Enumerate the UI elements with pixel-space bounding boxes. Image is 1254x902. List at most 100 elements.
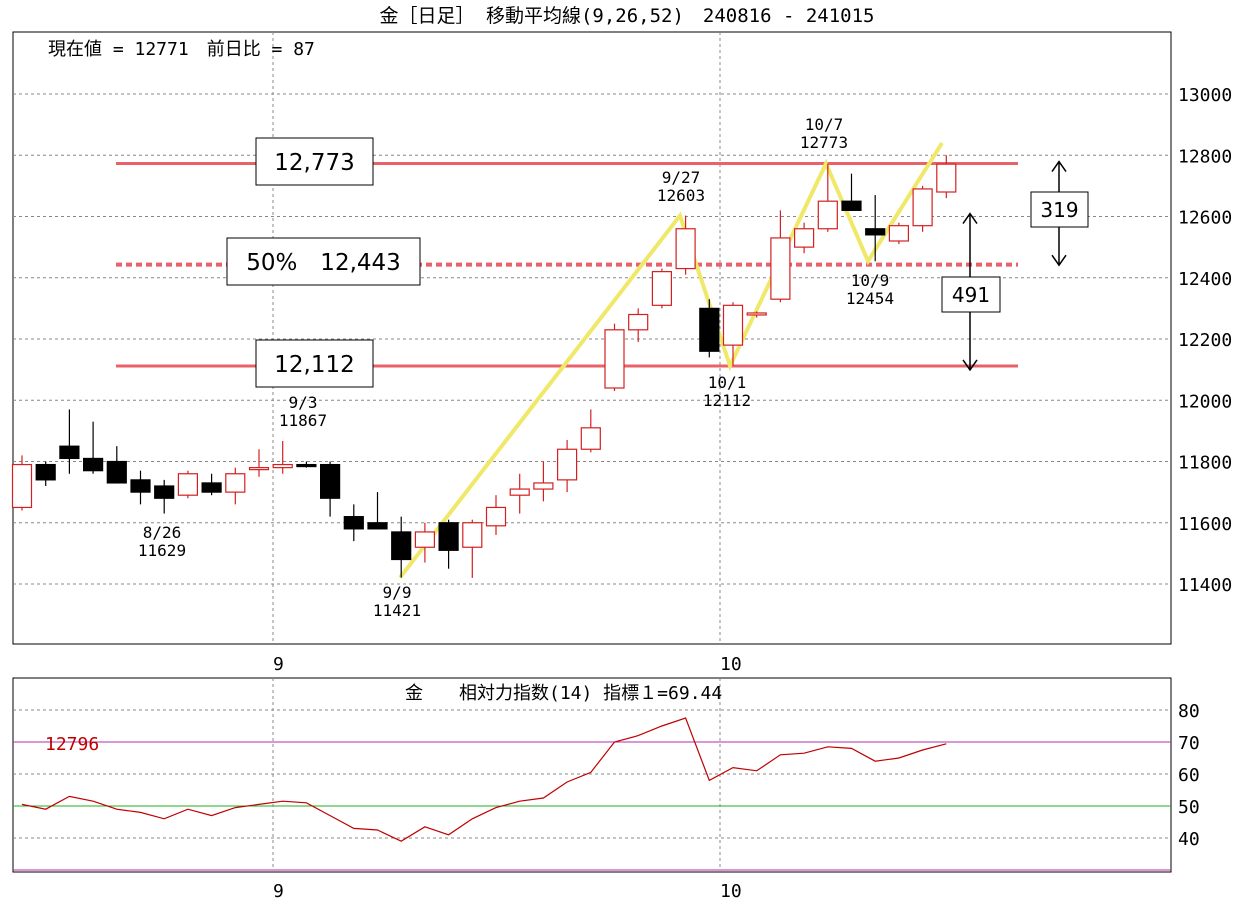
level-label: 50% 12,443	[246, 250, 401, 276]
chart-title: 金［日足］ 移動平均線(9,26,52) 240816 - 241015	[380, 5, 875, 27]
candle-body	[675, 228, 696, 270]
annotation-date: 8/26	[143, 523, 182, 542]
x-tick-label: 9	[273, 654, 284, 675]
annotation-value: 11867	[279, 411, 327, 430]
range-arrows: 319 491	[941, 160, 1089, 372]
candle-body	[130, 479, 151, 493]
annotation-date: 9/27	[662, 168, 701, 187]
price-tick-label: 11400	[1178, 575, 1232, 596]
candle-body	[82, 457, 104, 472]
level-label: 12,773	[274, 150, 354, 176]
price-tick-label: 12800	[1178, 146, 1232, 167]
rsi-grid: 40 50 60 70 80 9 10	[13, 678, 1200, 902]
annotation-value: 12112	[703, 391, 751, 410]
candle-body	[296, 463, 317, 468]
annotation-date: 10/9	[851, 271, 890, 290]
rsi-side-note: 12796	[45, 734, 99, 755]
level-label-box	[226, 237, 421, 286]
annotation-date: 9/9	[383, 583, 412, 602]
candle-body	[343, 516, 364, 530]
candle-body	[651, 271, 673, 306]
candle-body	[509, 488, 530, 496]
candle-body	[841, 200, 862, 211]
price-tick-label: 11600	[1178, 514, 1232, 535]
rsi-x-tick-label: 9	[273, 881, 284, 902]
candle-body	[201, 482, 222, 493]
candle-body	[11, 463, 33, 509]
annotation-value: 12454	[846, 289, 894, 308]
annotation-date: 10/1	[708, 373, 747, 392]
candle-body	[817, 200, 838, 230]
rsi-tick-label: 50	[1178, 797, 1200, 818]
candle-body	[248, 467, 270, 471]
candle-body	[912, 188, 933, 227]
price-panel-frame	[12, 31, 1172, 645]
rsi-panel-frame	[12, 677, 1172, 873]
candle-body	[59, 445, 80, 460]
range-arrow-head-down	[1051, 254, 1067, 267]
price-tick-label: 11800	[1178, 453, 1232, 474]
candle-body	[533, 482, 554, 490]
range-arrow-head-up	[962, 212, 978, 225]
annotation-value: 11421	[373, 601, 421, 620]
candle-body	[888, 225, 910, 242]
range-label: 491	[952, 283, 990, 307]
candle-body	[438, 522, 459, 551]
candle-body	[154, 485, 175, 499]
candle-body	[367, 522, 388, 530]
annotation-value: 12773	[800, 133, 848, 152]
level-label-box	[255, 137, 374, 186]
range-label: 319	[1040, 198, 1078, 222]
candle-body	[106, 460, 127, 484]
candle-body	[604, 329, 625, 389]
annotation-value: 12603	[657, 186, 705, 205]
candle-body	[414, 531, 435, 548]
candle-body	[865, 228, 886, 236]
level-lines: 12,773 50% 12,443 12,112	[116, 137, 1018, 388]
price-tick-label: 12600	[1178, 208, 1232, 229]
rsi-title: 金 相対力指数(14) 指標１=69.44	[405, 683, 722, 704]
candle-body	[391, 531, 412, 561]
range-label-box	[1030, 191, 1089, 228]
price-tick-label: 12400	[1178, 269, 1232, 290]
annotations: 8/26116299/3118679/9114219/271260310/112…	[138, 115, 894, 620]
price-tick-label: 12000	[1178, 391, 1232, 412]
price-grid: 11400 11600 11800 12000 12200 12400 12600 12800…	[13, 32, 1232, 675]
rsi-line	[21, 717, 947, 842]
price-tick-label: 12200	[1178, 330, 1232, 351]
candle-body	[35, 463, 56, 481]
candle-body	[746, 312, 767, 316]
candle-body	[628, 313, 649, 331]
annotation-date: 10/7	[805, 115, 844, 134]
candles	[11, 155, 957, 578]
candle-body	[320, 463, 341, 499]
candle-body	[793, 228, 815, 248]
rsi-tick-label: 80	[1178, 701, 1200, 722]
rsi-tick-label: 40	[1178, 829, 1200, 850]
annotation-value: 11629	[138, 541, 186, 560]
candle-body	[580, 427, 601, 450]
candle-body	[225, 473, 246, 493]
range-label-box	[941, 276, 1001, 313]
header-info: 現在値 = 12771 前日比 = 87	[48, 39, 315, 60]
candle-body	[699, 307, 720, 352]
rsi-x-tick-label: 10	[720, 881, 742, 902]
level-label-box	[255, 339, 374, 388]
range-arrow-head-up	[1051, 160, 1067, 172]
candle-body	[485, 506, 507, 527]
range-arrow-head-down	[962, 359, 978, 372]
price-tick-label: 13000	[1178, 85, 1232, 106]
candle-body	[462, 522, 483, 548]
annotation-date: 9/3	[289, 393, 318, 412]
candle-body	[722, 304, 744, 346]
candle-body	[556, 448, 578, 481]
candle-body	[770, 237, 791, 300]
rsi-tick-label: 60	[1178, 765, 1200, 786]
candle-body	[936, 163, 957, 193]
rsi-series	[21, 717, 947, 842]
candle-body	[177, 473, 198, 496]
candle-body	[272, 463, 293, 469]
x-tick-label: 10	[720, 654, 742, 675]
level-label: 12,112	[274, 352, 354, 378]
